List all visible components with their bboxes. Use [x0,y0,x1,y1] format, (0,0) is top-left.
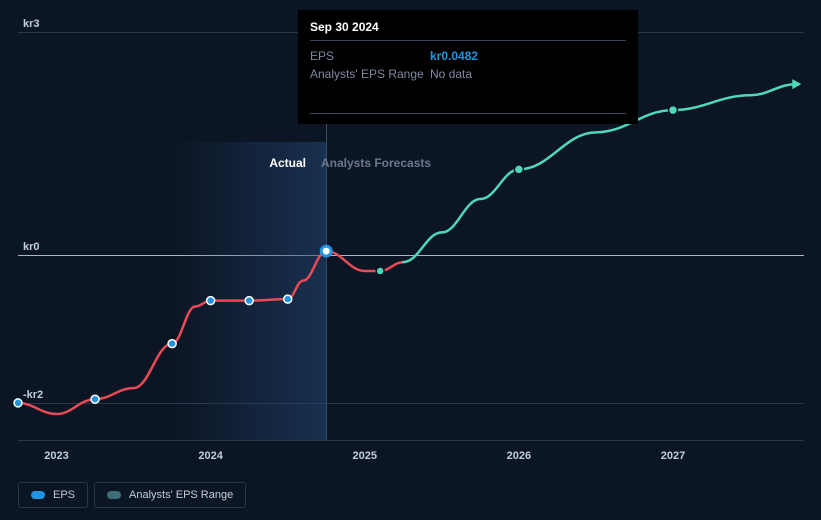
chart-tooltip: Sep 30 2024 EPS kr0.0482 Analysts' EPS R… [298,10,638,124]
data-point[interactable] [284,295,292,303]
data-point[interactable] [91,395,99,403]
legend-label: EPS [53,489,75,501]
tooltip-value: No data [430,67,472,81]
y-axis-label: kr0 [23,241,40,253]
tooltip-row-eps: EPS kr0.0482 [310,47,626,65]
legend-swatch-icon [31,491,45,499]
legend-item-range[interactable]: Analysts' EPS Range [94,482,246,508]
x-axis-label: 2025 [353,450,377,462]
x-axis-label: 2023 [44,450,68,462]
tooltip-row-range: Analysts' EPS Range No data [310,65,626,83]
x-axis-label: 2024 [198,450,222,462]
legend-label: Analysts' EPS Range [129,489,233,501]
data-point[interactable] [376,267,384,275]
chart-legend: EPS Analysts' EPS Range [18,482,246,508]
y-axis-label: -kr2 [23,389,43,401]
x-axis-label: 2027 [661,450,685,462]
tooltip-label: EPS [310,49,430,63]
actual-line [18,251,403,414]
data-point[interactable] [245,297,253,305]
data-point[interactable] [168,340,176,348]
data-point[interactable] [669,106,678,115]
y-axis-label: kr3 [23,18,40,30]
data-point[interactable] [14,399,22,407]
tooltip-value: kr0.0482 [430,49,478,63]
data-point[interactable] [514,165,523,174]
data-point[interactable] [207,297,215,305]
legend-swatch-icon [107,491,121,499]
data-point[interactable] [321,246,331,256]
forecast-end-icon [792,79,801,89]
legend-item-eps[interactable]: EPS [18,482,88,508]
tooltip-date: Sep 30 2024 [310,20,626,41]
gridline [18,440,804,441]
tooltip-label: Analysts' EPS Range [310,67,430,81]
tooltip-divider [310,113,626,114]
x-axis-label: 2026 [507,450,531,462]
